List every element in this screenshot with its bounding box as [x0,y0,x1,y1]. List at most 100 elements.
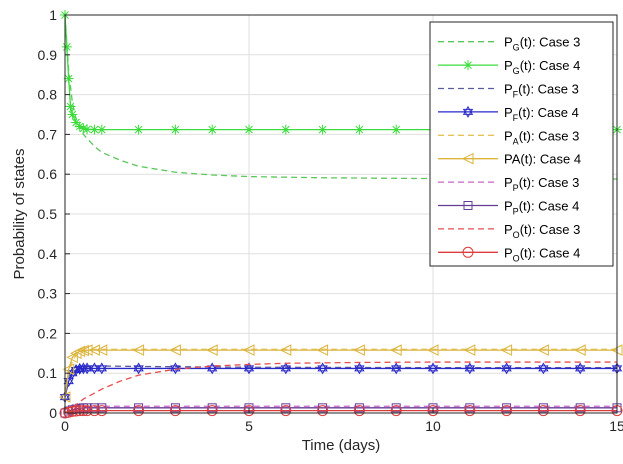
data-point-marker [77,344,89,357]
series-3 [59,362,623,404]
legend-marker [463,60,473,71]
data-point-marker [243,405,255,417]
legend-label: PF(t): Case 4 [504,105,579,123]
legend-item: PP(t): Case 4 [438,199,579,217]
data-point-marker [354,124,365,135]
y-axis-label: Probability of states [11,149,28,280]
legend-label: PP(t): Case 4 [504,199,579,217]
data-point-marker [317,362,328,375]
data-point-marker [70,405,82,417]
data-point-marker [280,362,291,375]
legend-label: PF(t): Case 3 [504,82,579,100]
data-point-marker [63,406,75,418]
data-point-marker [206,344,218,356]
data-point-marker [207,362,218,375]
data-point-marker [96,124,107,135]
data-point-marker [71,117,82,128]
legend-label: PP(t): Case 3 [504,175,579,193]
data-point-marker [96,362,107,375]
data-point-marker [77,405,89,417]
data-point-marker [500,344,513,356]
legend-label: PG(t): Case 3 [504,35,580,53]
data-point-marker [63,73,74,84]
data-point-marker [317,405,329,417]
series-line [64,361,617,414]
data-point-marker [501,405,513,417]
data-point-marker [427,362,439,375]
data-point-marker [81,362,93,375]
data-point-marker [242,344,255,356]
legend-marker [461,152,474,165]
legend-item: PF(t): Case 3 [438,82,579,100]
legend-item: PA(t): Case 3 [438,128,579,146]
data-point-marker [66,351,78,364]
data-point-marker [317,124,328,135]
data-point-marker [538,362,549,375]
legend-marker [462,105,474,118]
data-point-marker [353,344,365,356]
data-point-marker [426,344,439,356]
data-point-marker [88,344,100,356]
data-point-marker [280,124,291,135]
data-point-marker [169,405,181,417]
data-point-marker [207,124,218,135]
legend-label: PO(t): Case 4 [504,245,580,263]
y-tick-label: 1 [49,7,57,23]
data-point-marker [537,405,549,417]
y-tick-label: 0.6 [38,166,58,182]
legend-marker [463,201,473,210]
data-point-marker [244,124,254,135]
data-point-marker [133,362,144,375]
data-point-marker [464,405,476,417]
data-point-marker [206,405,218,417]
legend-item: PF(t): Case 4 [438,105,579,123]
series-6 [64,405,617,414]
data-point-marker [169,344,181,356]
data-point-marker [537,344,549,356]
data-point-marker [133,124,144,135]
data-point-marker [316,344,329,356]
legend-item: PA(t): Case 4 [438,152,581,167]
data-point-marker [96,405,108,417]
legend-marker [462,246,474,258]
data-point-marker [89,362,100,375]
x-tick-label: 15 [609,418,623,434]
data-point-marker [354,362,365,375]
y-tick-label: 0.2 [38,325,58,341]
data-point-marker [243,362,255,375]
series-9 [59,405,623,419]
y-tick-label: 0.5 [38,206,58,222]
data-point-marker [74,405,86,417]
x-tick-label: 0 [61,418,69,434]
legend-box [429,21,614,267]
data-point-marker [390,405,402,417]
series-line [64,349,617,398]
legend-item: PP(t): Case 3 [438,175,579,193]
data-point-marker [65,101,76,112]
legend-item: PO(t): Case 3 [438,222,580,240]
y-tick-label: 0.3 [38,286,58,302]
data-point-marker [82,124,93,135]
data-point-marker [391,362,402,375]
data-point-marker [74,121,85,132]
x-tick-label: 10 [425,418,441,434]
series-8 [64,361,617,414]
data-point-marker [133,405,145,417]
legend-label: PA(t): Case 3 [504,128,579,146]
y-tick-label: 0.9 [38,47,58,63]
x-axis-label: Time (days) [302,437,381,454]
series-layer [58,10,623,419]
data-point-marker [132,344,145,356]
legend: PG(t): Case 3 PG(t): Case 4 PF(t): Case 3 P… [429,21,614,267]
data-point-marker [62,363,75,376]
legend-item: PO(t): Case 4 [438,245,580,263]
data-point-marker [575,362,586,375]
data-point-marker [574,344,586,356]
y-tick-label: 0.8 [38,87,58,103]
data-point-marker [353,405,365,417]
y-tick-label: 0.1 [38,365,58,381]
data-point-marker [390,344,402,356]
data-point-marker [279,344,292,356]
legend-item: PG(t): Case 4 [438,58,580,76]
legend-item: PG(t): Case 3 [438,35,580,53]
